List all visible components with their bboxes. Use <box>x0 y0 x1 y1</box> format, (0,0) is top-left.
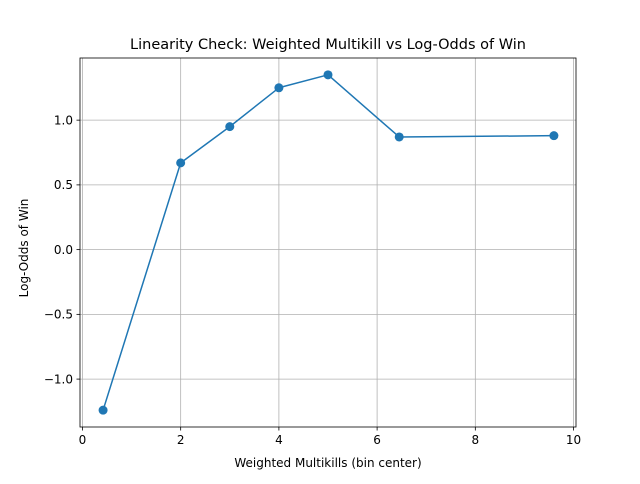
x-tick-label: 6 <box>373 433 381 447</box>
series-layer <box>98 70 559 415</box>
data-point <box>176 158 186 168</box>
axis-ticks: 0 2 4 6 8 10 −1.0 −0.5 0.0 0.5 1.0 <box>44 113 581 447</box>
data-point <box>98 405 108 415</box>
y-tick-label: 0.5 <box>54 178 73 192</box>
data-point <box>323 70 333 80</box>
y-axis-label: Log-Odds of Win <box>17 199 31 298</box>
data-point <box>274 83 284 93</box>
x-tick-label: 2 <box>177 433 185 447</box>
x-tick-label: 0 <box>79 433 87 447</box>
x-tick-label: 10 <box>566 433 581 447</box>
y-tick-label: −0.5 <box>44 308 73 322</box>
chart-title: Linearity Check: Weighted Multikill vs L… <box>130 37 526 53</box>
y-tick-label: 1.0 <box>54 113 73 127</box>
x-tick-label: 4 <box>275 433 283 447</box>
data-point <box>394 132 404 142</box>
y-tick-label: −1.0 <box>44 372 73 386</box>
x-axis-label: Weighted Multikills (bin center) <box>234 456 421 470</box>
y-tick-label: 0.0 <box>54 243 73 257</box>
x-tick-label: 8 <box>472 433 480 447</box>
grid <box>80 58 576 427</box>
data-point <box>225 122 235 132</box>
plot-area-frame <box>79 57 577 428</box>
data-point <box>549 131 559 141</box>
